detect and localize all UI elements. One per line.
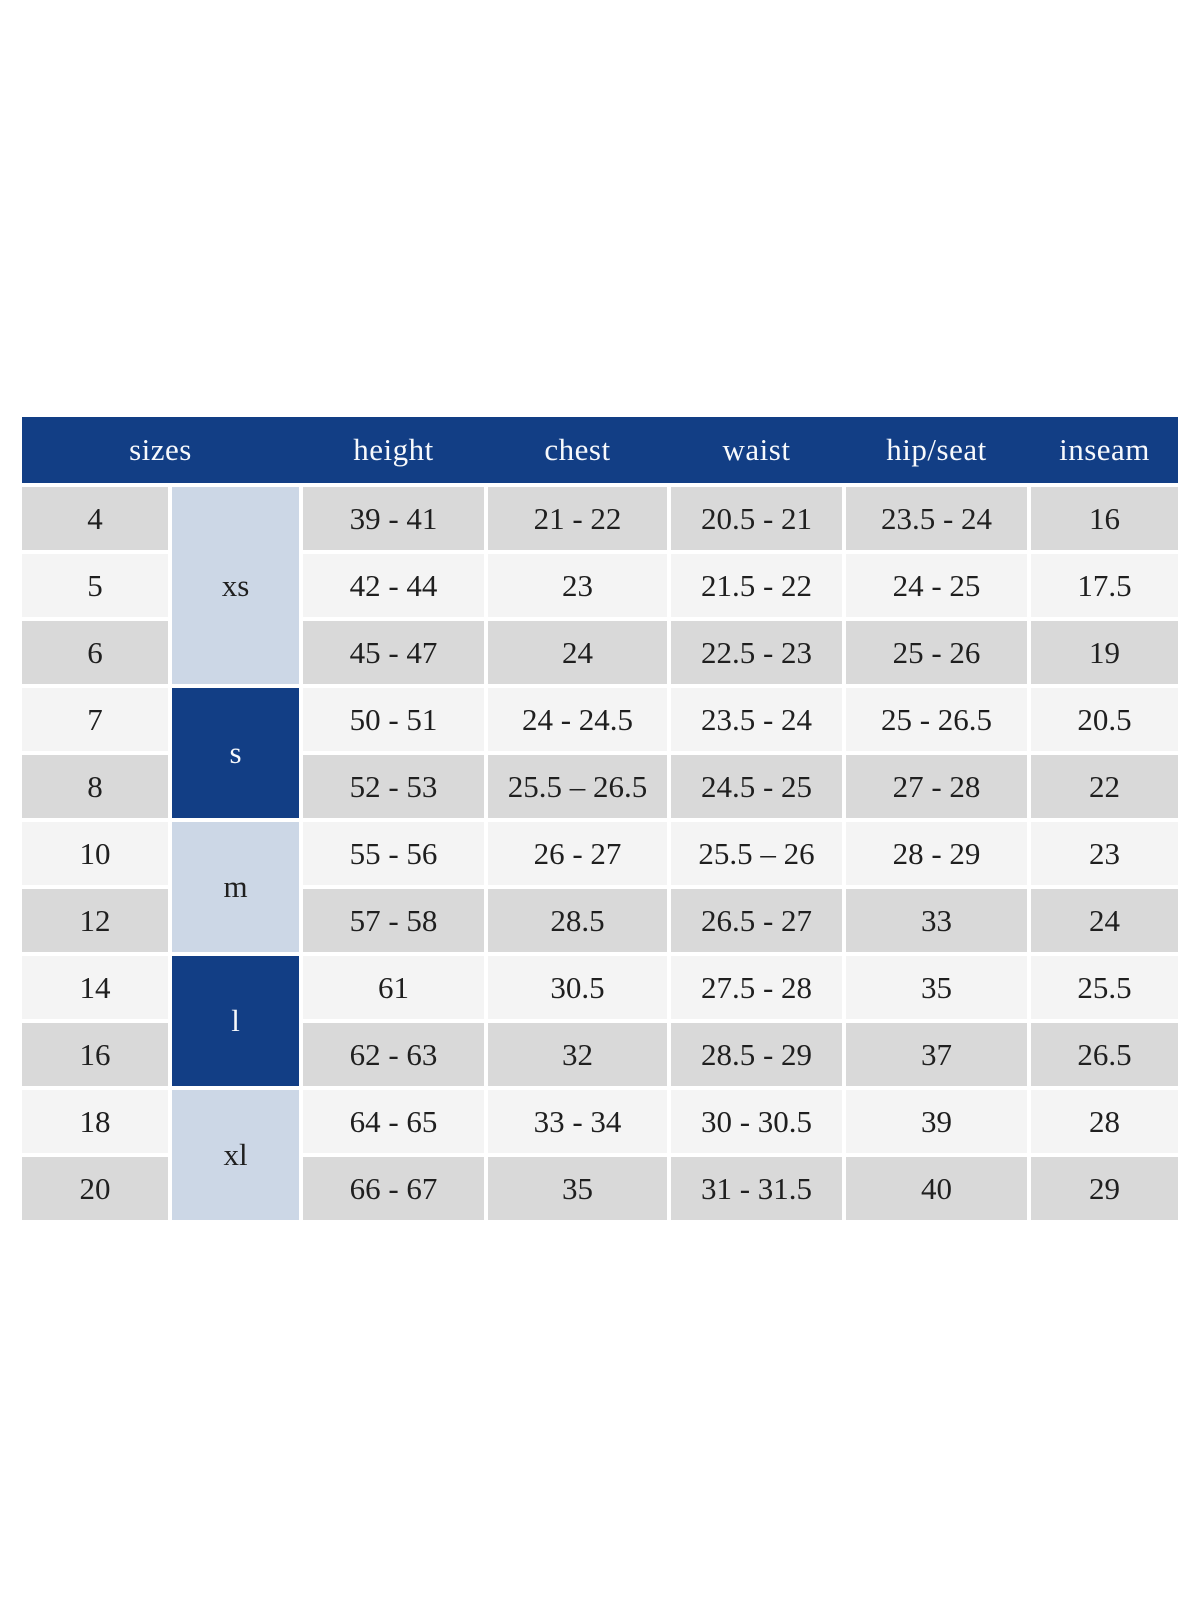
size-chart-table: sizes height chest waist hip/seat inseam… — [22, 417, 1178, 1220]
cell-waist: 24.5 - 25 — [671, 755, 842, 818]
cell-waist: 27.5 - 28 — [671, 956, 842, 1019]
header-inseam: inseam — [1059, 432, 1150, 467]
cell-inseam: 20.5 — [1031, 688, 1178, 751]
cell-waist: 31 - 31.5 — [671, 1157, 842, 1220]
cell-hip-seat: 35 — [846, 956, 1027, 1019]
cell-height: 62 - 63 — [303, 1023, 484, 1086]
cell-height: 55 - 56 — [303, 822, 484, 885]
cell-waist: 23.5 - 24 — [671, 688, 842, 751]
cell-size: 18 — [22, 1090, 168, 1153]
cell-inseam: 29 — [1031, 1157, 1178, 1220]
cell-hip-seat: 27 - 28 — [846, 755, 1027, 818]
cell-size: 5 — [22, 554, 168, 617]
cell-chest: 23 — [488, 554, 667, 617]
cell-inseam: 23 — [1031, 822, 1178, 885]
cell-inseam: 22 — [1031, 755, 1178, 818]
cell-height: 64 - 65 — [303, 1090, 484, 1153]
cell-hip-seat: 28 - 29 — [846, 822, 1027, 885]
table-body: 4 xs 39 - 41 21 - 22 20.5 - 21 23.5 - 24… — [22, 487, 1178, 1220]
cell-inseam: 16 — [1031, 487, 1178, 550]
cell-waist: 28.5 - 29 — [671, 1023, 842, 1086]
header-chest: chest — [544, 432, 611, 467]
cell-height: 39 - 41 — [303, 487, 484, 550]
cell-chest: 33 - 34 — [488, 1090, 667, 1153]
cell-hip-seat: 39 — [846, 1090, 1027, 1153]
cell-inseam: 24 — [1031, 889, 1178, 952]
cell-size: 12 — [22, 889, 168, 952]
header-height: height — [353, 432, 434, 467]
cell-height: 52 - 53 — [303, 755, 484, 818]
cell-chest: 30.5 — [488, 956, 667, 1019]
cell-inseam: 28 — [1031, 1090, 1178, 1153]
cell-height: 42 - 44 — [303, 554, 484, 617]
cell-height: 45 - 47 — [303, 621, 484, 684]
size-group-xs: xs — [172, 487, 299, 684]
cell-chest: 28.5 — [488, 889, 667, 952]
cell-waist: 30 - 30.5 — [671, 1090, 842, 1153]
cell-size: 10 — [22, 822, 168, 885]
cell-chest: 24 — [488, 621, 667, 684]
cell-waist: 21.5 - 22 — [671, 554, 842, 617]
cell-chest: 26 - 27 — [488, 822, 667, 885]
cell-size: 8 — [22, 755, 168, 818]
header-sizes: sizes — [129, 432, 192, 467]
cell-chest: 32 — [488, 1023, 667, 1086]
cell-waist: 26.5 - 27 — [671, 889, 842, 952]
cell-size: 6 — [22, 621, 168, 684]
cell-inseam: 17.5 — [1031, 554, 1178, 617]
cell-chest: 35 — [488, 1157, 667, 1220]
cell-hip-seat: 23.5 - 24 — [846, 487, 1027, 550]
cell-hip-seat: 37 — [846, 1023, 1027, 1086]
header-hip-seat: hip/seat — [886, 432, 987, 467]
size-group-m: m — [172, 822, 299, 952]
cell-hip-seat: 24 - 25 — [846, 554, 1027, 617]
cell-waist: 25.5 – 26 — [671, 822, 842, 885]
table-header-row: sizes height chest waist hip/seat inseam — [22, 417, 1178, 483]
cell-inseam: 25.5 — [1031, 956, 1178, 1019]
cell-waist: 20.5 - 21 — [671, 487, 842, 550]
cell-hip-seat: 25 - 26.5 — [846, 688, 1027, 751]
size-group-l: l — [172, 956, 299, 1086]
cell-chest: 24 - 24.5 — [488, 688, 667, 751]
cell-size: 16 — [22, 1023, 168, 1086]
cell-hip-seat: 33 — [846, 889, 1027, 952]
cell-hip-seat: 25 - 26 — [846, 621, 1027, 684]
cell-size: 4 — [22, 487, 168, 550]
cell-size: 7 — [22, 688, 168, 751]
cell-size: 14 — [22, 956, 168, 1019]
cell-height: 57 - 58 — [303, 889, 484, 952]
cell-chest: 21 - 22 — [488, 487, 667, 550]
cell-height: 66 - 67 — [303, 1157, 484, 1220]
cell-waist: 22.5 - 23 — [671, 621, 842, 684]
cell-inseam: 26.5 — [1031, 1023, 1178, 1086]
size-group-xl: xl — [172, 1090, 299, 1220]
cell-chest: 25.5 – 26.5 — [488, 755, 667, 818]
cell-height: 50 - 51 — [303, 688, 484, 751]
size-group-s: s — [172, 688, 299, 818]
header-waist: waist — [722, 432, 791, 467]
cell-height: 61 — [303, 956, 484, 1019]
cell-hip-seat: 40 — [846, 1157, 1027, 1220]
cell-inseam: 19 — [1031, 621, 1178, 684]
cell-size: 20 — [22, 1157, 168, 1220]
